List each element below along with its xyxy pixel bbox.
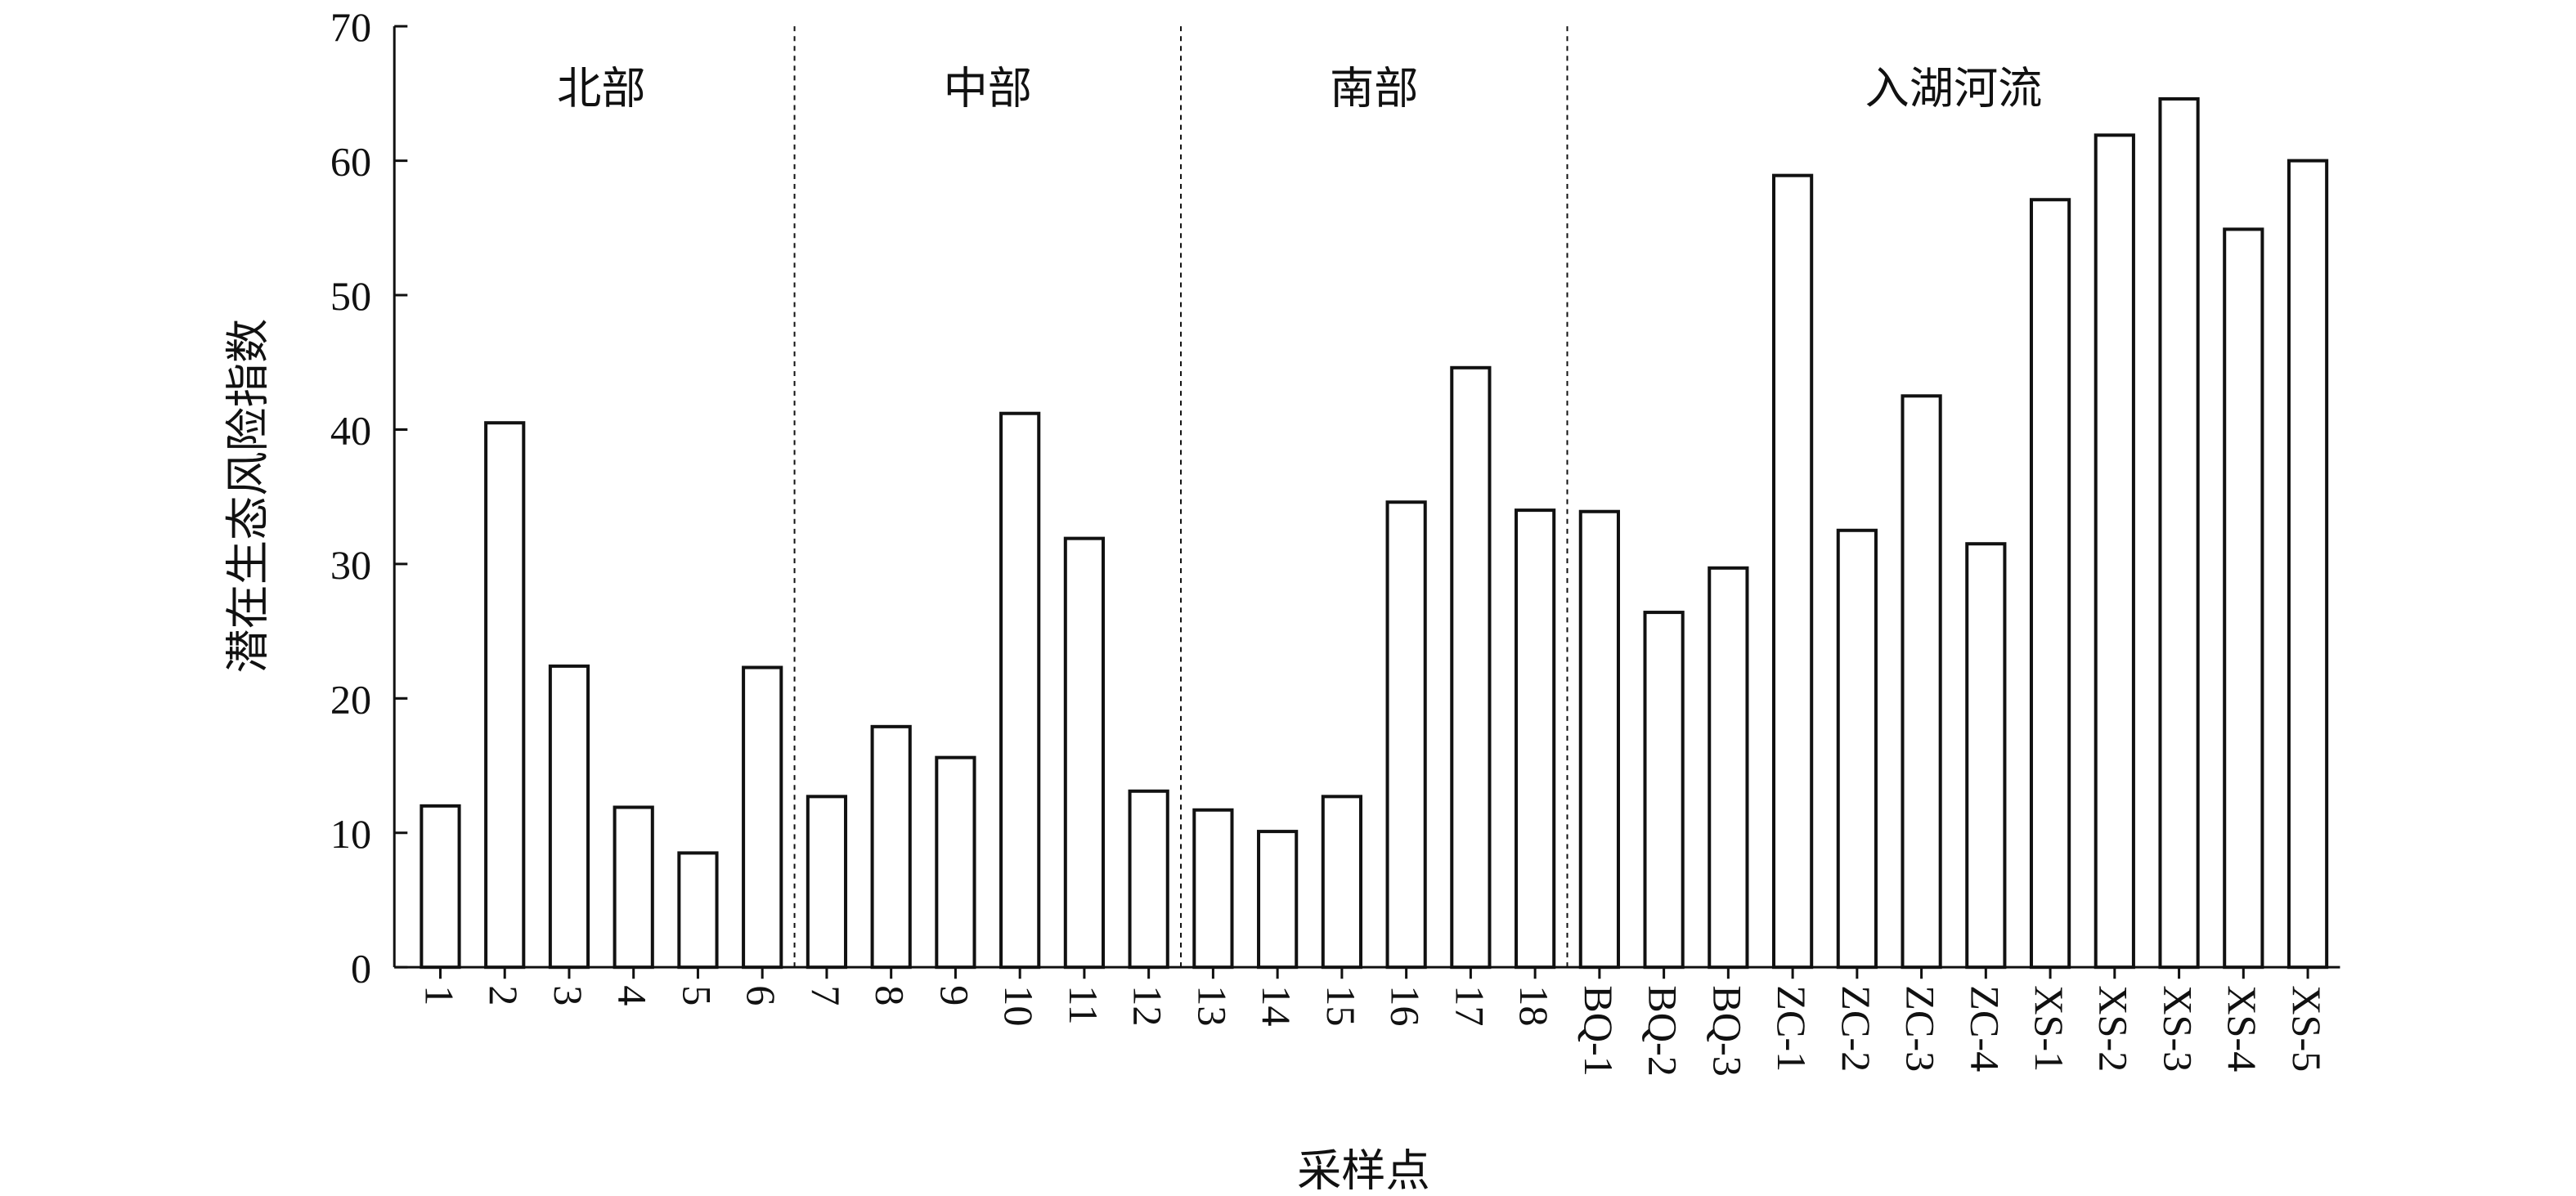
x-tick-label: 2 [481, 985, 527, 1006]
bar [2287, 159, 2329, 970]
x-tick-label: XS-1 [2026, 985, 2072, 1072]
bar [1063, 536, 1106, 970]
bar [484, 421, 526, 970]
bar [2029, 198, 2071, 970]
bar [1385, 500, 1427, 970]
bar [870, 724, 912, 970]
bar [2223, 227, 2264, 970]
x-tick-label: ZC-4 [1962, 985, 2008, 1072]
bar [613, 805, 654, 970]
x-tick-label: 7 [803, 985, 849, 1006]
bar [935, 755, 976, 970]
region-label: 南部 [1330, 65, 1418, 114]
x-tick-label: 8 [868, 985, 913, 1006]
x-tick-label: XS-5 [2284, 985, 2330, 1072]
bar [1901, 394, 1942, 970]
region-label: 中部 [944, 65, 1032, 114]
bar [1321, 795, 1362, 970]
bar [2094, 133, 2135, 970]
bar [1771, 173, 1814, 970]
bar [1192, 808, 1234, 970]
region-label: 入湖河流 [1865, 65, 2043, 114]
x-tick-label: XS-3 [2155, 985, 2201, 1072]
x-tick-label: 3 [545, 985, 591, 1006]
y-tick-label: 70 [330, 4, 371, 50]
y-axis-label: 潜在生态风险指数 [224, 319, 273, 674]
x-tick-label: 17 [1447, 985, 1492, 1026]
x-tick-label: XS-2 [2091, 985, 2137, 1072]
x-tick-label: 16 [1383, 985, 1429, 1026]
x-axis-label: 采样点 [1297, 1146, 1430, 1195]
x-tick-label: 9 [931, 985, 977, 1006]
x-tick-label: XS-4 [2219, 985, 2265, 1072]
bar [806, 795, 848, 970]
bar [1643, 611, 1685, 970]
y-tick-label: 20 [330, 676, 371, 722]
bar [2158, 96, 2200, 970]
bar [1578, 509, 1620, 970]
y-tick-label: 50 [330, 273, 371, 319]
y-tick-label: 30 [330, 542, 371, 588]
x-tick-label: 18 [1511, 985, 1557, 1026]
x-tick-label: 6 [738, 985, 784, 1006]
y-tick-label: 10 [330, 811, 371, 857]
bar [1257, 830, 1299, 970]
x-tick-label: 5 [674, 985, 720, 1006]
x-tick-label: 4 [610, 985, 656, 1006]
x-tick-label: BQ-2 [1640, 985, 1686, 1077]
x-tick-label: BQ-3 [1704, 985, 1750, 1077]
x-tick-label: 14 [1254, 985, 1299, 1026]
bar [548, 664, 590, 970]
x-tick-label: BQ-1 [1576, 985, 1622, 1077]
x-tick-label: 10 [996, 985, 1042, 1026]
bar [1128, 789, 1169, 970]
bar [742, 665, 783, 970]
bar [1450, 365, 1492, 970]
bar [1708, 566, 1749, 970]
y-tick-label: 40 [330, 408, 371, 454]
x-tick-label: 13 [1189, 985, 1235, 1026]
y-tick-label: 60 [330, 139, 371, 185]
y-tick-label: 0 [351, 945, 371, 991]
bar [999, 411, 1041, 970]
region-label: 北部 [557, 65, 645, 114]
bar [1836, 528, 1878, 970]
bar [1515, 508, 1556, 970]
x-tick-label: 1 [416, 985, 462, 1006]
bar [677, 851, 719, 970]
x-tick-label: ZC-3 [1898, 985, 1944, 1072]
x-tick-label: 11 [1061, 985, 1106, 1024]
bar [420, 804, 461, 970]
bar [1965, 542, 2007, 970]
x-tick-label: ZC-1 [1769, 985, 1815, 1072]
x-tick-label: ZC-2 [1833, 985, 1879, 1072]
x-tick-label: 15 [1318, 985, 1364, 1026]
x-tick-label: 12 [1125, 985, 1171, 1026]
